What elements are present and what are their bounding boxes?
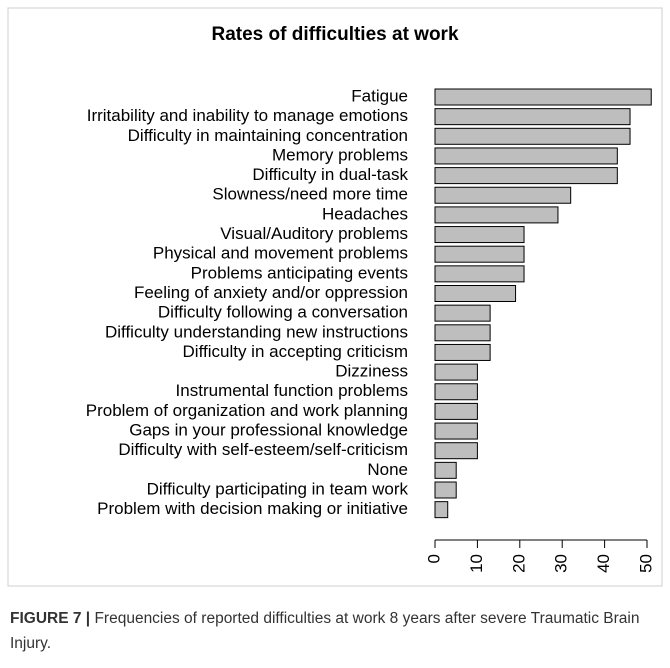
- bar: [434, 265, 525, 283]
- x-tick-label: 40: [594, 554, 613, 573]
- bar: [434, 186, 572, 204]
- y-tick-label: Problems anticipating events: [191, 263, 408, 282]
- bar: [434, 147, 618, 165]
- y-tick-label: Slowness/need more time: [212, 185, 408, 204]
- y-tick-label: Problem of organization and work plannin…: [86, 401, 408, 420]
- y-tick-label: Difficulty in maintaining concentration: [128, 126, 408, 145]
- y-tick-label: Dizziness: [335, 362, 408, 381]
- bar: [434, 481, 457, 499]
- y-tick-label: Difficulty participating in team work: [147, 479, 409, 498]
- y-tick-label: Feeling of anxiety and/or oppression: [134, 283, 408, 302]
- bar: [434, 343, 491, 361]
- bar: [434, 402, 478, 420]
- caption: FIGURE 7 | Frequencies of reported diffi…: [10, 606, 650, 656]
- y-tick-label: Difficulty understanding new instruction…: [105, 322, 408, 341]
- bar: [434, 226, 525, 244]
- bar: [434, 422, 478, 440]
- y-tick-label: Irritability and inability to manage emo…: [87, 106, 408, 125]
- chart-frame: [7, 7, 663, 587]
- y-tick-label: Instrumental function problems: [176, 381, 408, 400]
- x-tick-label: 30: [552, 554, 571, 573]
- y-tick-label: Fatigue: [351, 86, 408, 105]
- y-tick-label: Physical and movement problems: [153, 244, 408, 263]
- bar: [434, 206, 559, 224]
- bar: [434, 245, 525, 263]
- y-tick-label: None: [367, 460, 408, 479]
- bar: [434, 383, 478, 401]
- y-tick-label: Headaches: [322, 204, 408, 223]
- caption-text: Frequencies of reported difficulties at …: [10, 610, 640, 652]
- bar: [434, 501, 449, 519]
- chart: Rates of difficulties at work 0 10 20 30 40 5…: [7, 7, 663, 587]
- bar: [434, 442, 478, 460]
- bar: [434, 167, 618, 185]
- y-tick-label: Gaps in your professional knowledge: [129, 421, 408, 440]
- y-tick-label: Memory problems: [272, 145, 408, 164]
- y-tick-label: Difficulty in dual-task: [252, 165, 408, 184]
- bar: [434, 88, 652, 106]
- x-tick-label: 50: [636, 554, 655, 573]
- y-tick-label: Visual/Auditory problems: [220, 224, 408, 243]
- y-tick-label: Difficulty following a conversation: [158, 303, 408, 322]
- bar: [434, 108, 631, 126]
- x-tick-label: 20: [509, 554, 528, 573]
- y-tick-label: Difficulty with self-esteem/self-critici…: [118, 440, 408, 459]
- caption-label: FIGURE 7 |: [10, 610, 91, 627]
- bar: [434, 127, 631, 145]
- bar: [434, 461, 457, 479]
- x-tick-label: 10: [467, 554, 486, 573]
- bar: [434, 363, 478, 381]
- y-tick-label: Difficulty in accepting criticism: [183, 342, 408, 361]
- bar: [434, 324, 491, 342]
- x-tick-label: 0: [424, 554, 443, 563]
- bar: [434, 285, 517, 302]
- y-tick-label: Problem with decision making or initiati…: [97, 499, 408, 518]
- bar: [434, 304, 491, 322]
- chart-title: Rates of difficulties at work: [211, 24, 458, 45]
